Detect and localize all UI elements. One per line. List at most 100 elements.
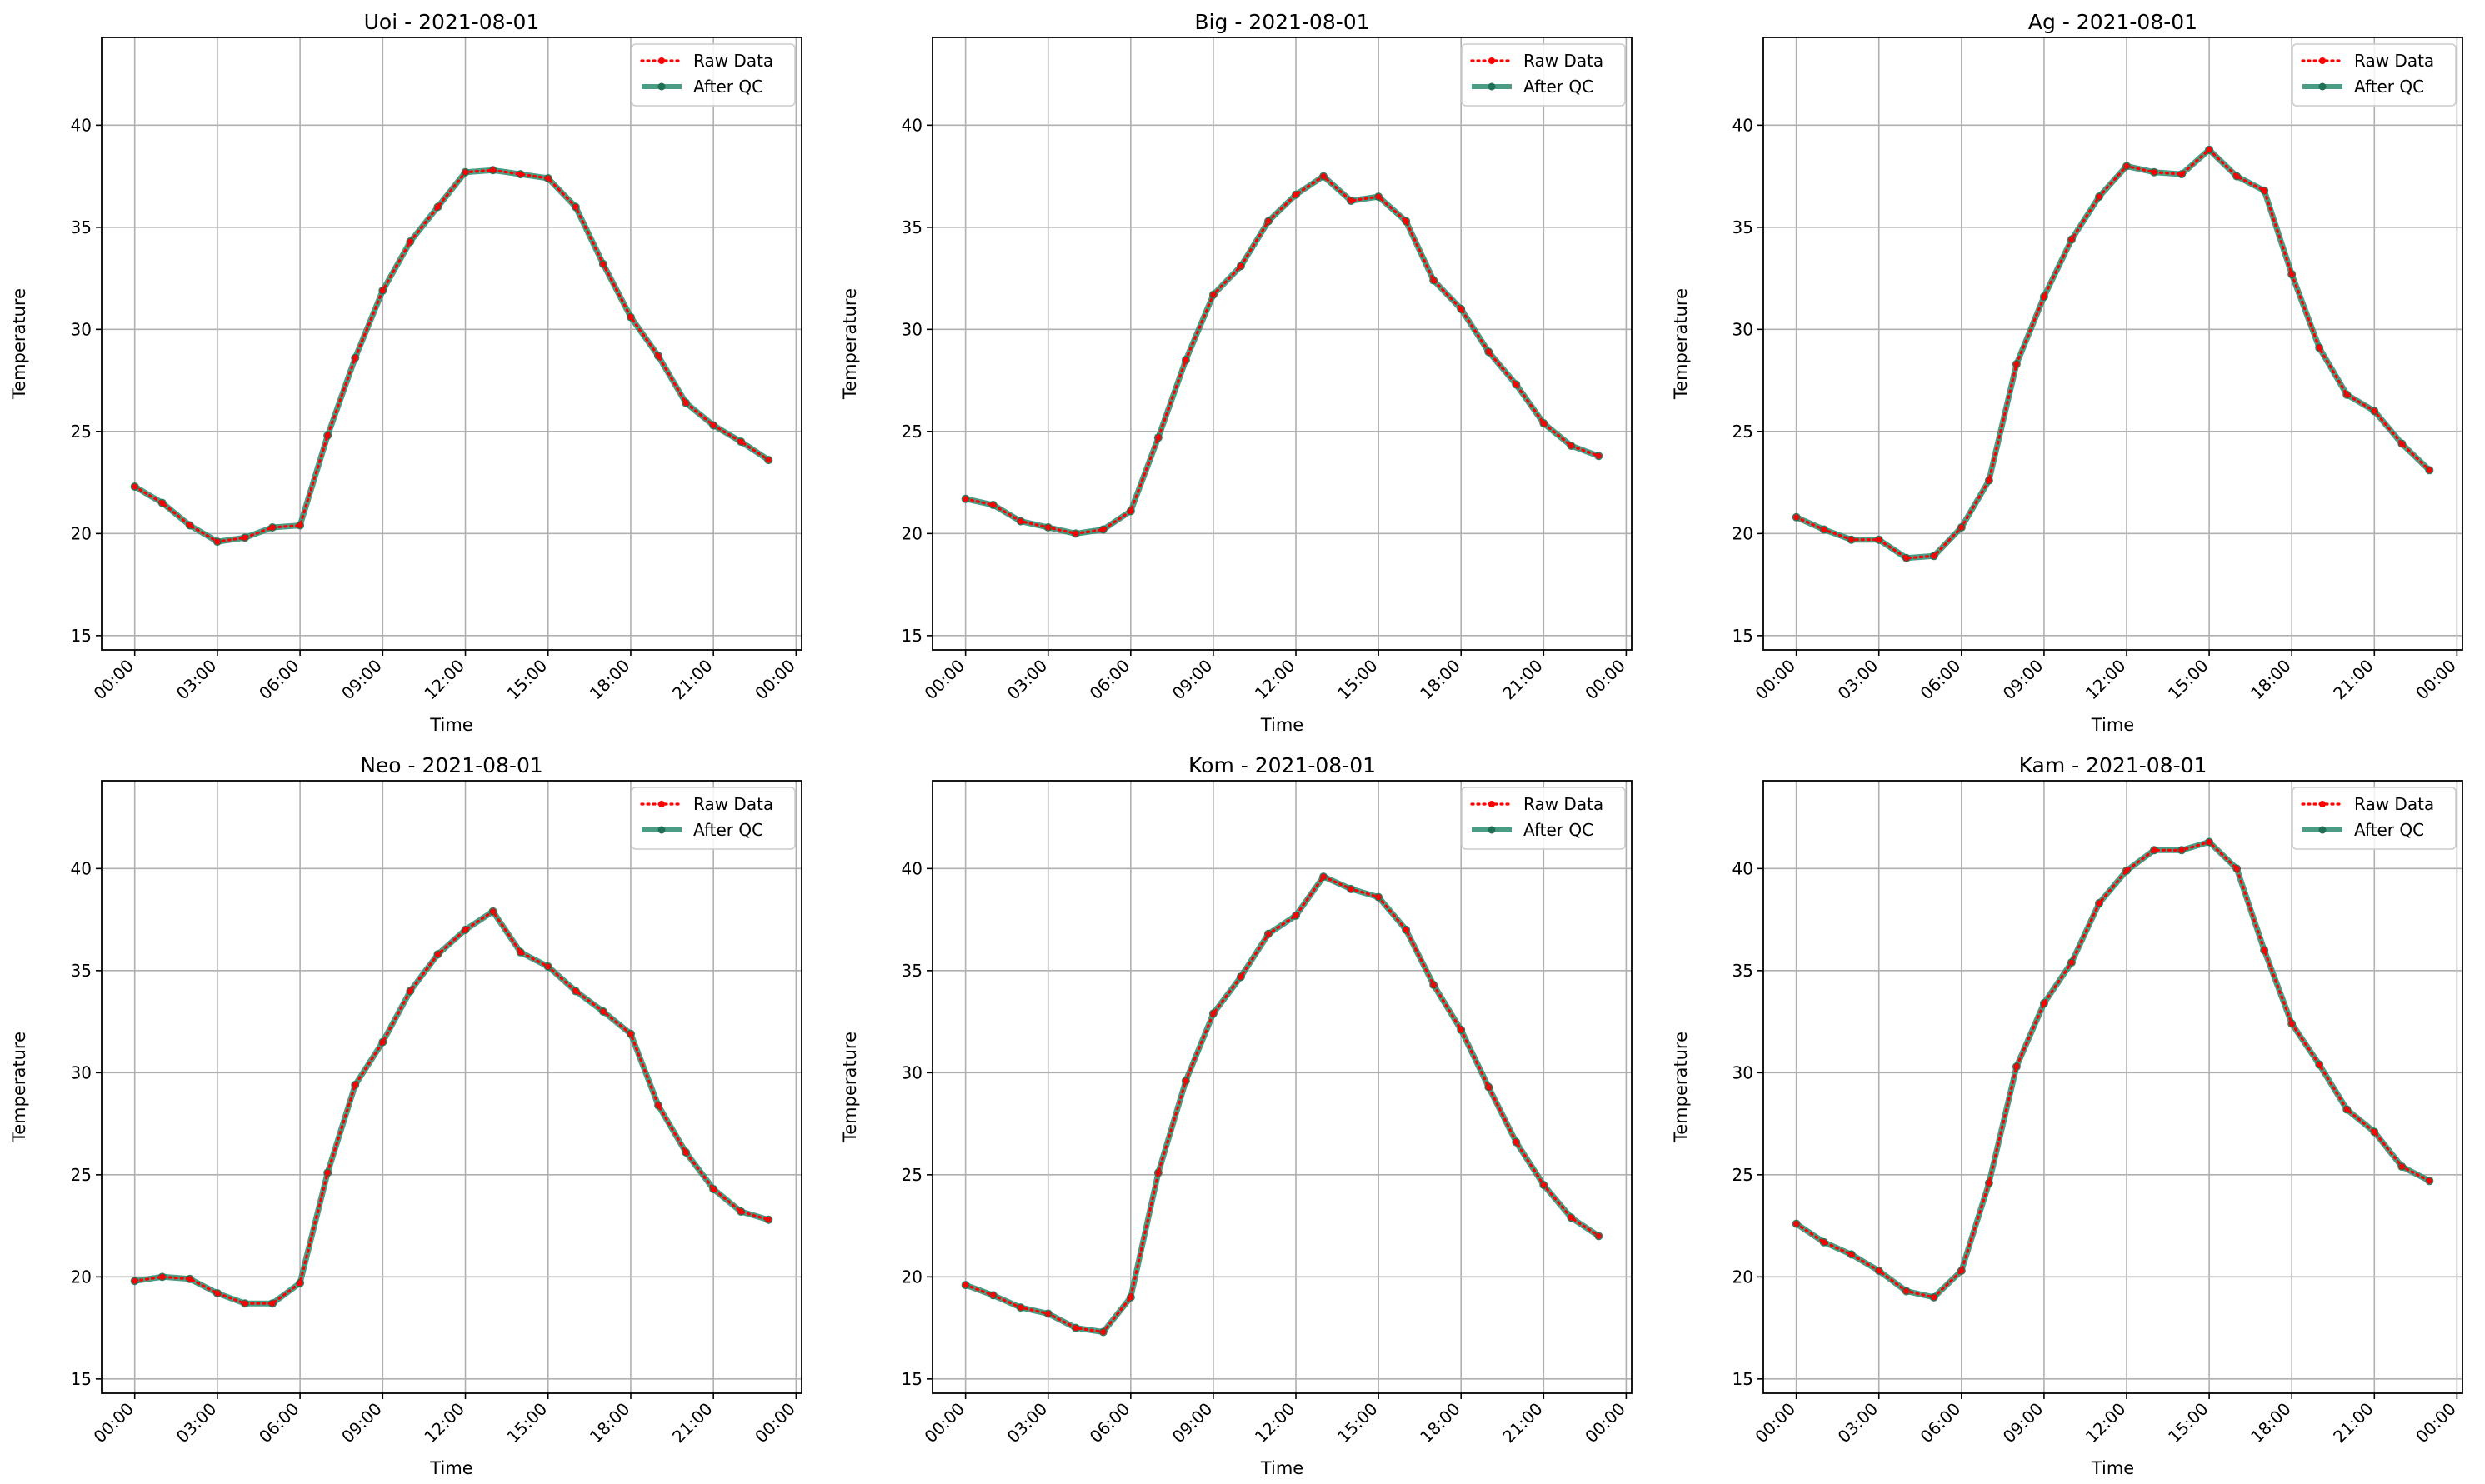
raw-data-point [1512,1139,1519,1146]
raw-data-point [1485,348,1492,355]
y-tick-label: 40 [71,115,92,135]
legend-label: After QC [1523,820,1593,840]
legend-label: After QC [693,820,763,840]
x-tick-label: 03:00 [1003,656,1052,704]
x-axis-label: Time [429,715,472,735]
raw-data-point [269,524,276,531]
series-after-qc [130,907,773,1308]
raw-data-point [1348,886,1354,892]
x-tick-label: 06:00 [1917,1399,1965,1447]
y-axis-label: Temperature [1671,1032,1691,1143]
legend: Raw Data After QC [631,43,796,107]
subplot-6: Kam - 2021-08-01 00:00 03:00 06:00 09:00 12:0… [1671,753,2463,1478]
raw-data-point [1595,1232,1602,1239]
raw-data-line [133,168,770,543]
x-tick-label: 03:00 [1834,656,1882,704]
raw-data-point [242,534,248,541]
raw-data-point [628,1031,634,1037]
raw-data-point [1821,526,1828,532]
x-tick-label: 18:00 [1416,656,1464,704]
x-tick-label: 12:00 [2082,656,2130,704]
raw-data-point [297,1280,303,1287]
after-qc-line [964,173,1600,537]
x-axis-label: Time [429,1458,472,1478]
raw-data-point [490,908,497,915]
x-tick-label: 03:00 [172,1399,221,1447]
x-tick-label: 15:00 [2164,656,2212,704]
x-tick-label: 00:00 [1751,656,1799,704]
x-tick-label: 00:00 [89,656,138,704]
raw-data-point [1292,912,1299,919]
raw-data-point [2178,171,2185,177]
y-tick-label: 25 [71,1165,92,1185]
subplot-3: Ag - 2021-08-01 00:00 03:00 06:00 09:00 12:00… [1671,10,2463,735]
x-axis-label: Time [1260,1458,1303,1478]
raw-data-point [2123,867,2130,874]
raw-data-point [1348,197,1354,204]
raw-data-point [187,1276,193,1282]
legend-after-qc-marker [658,82,666,91]
raw-data-point [1903,1288,1910,1294]
legend-label: Raw Data [2354,51,2434,71]
raw-data-line [963,875,1601,1334]
raw-data-point [2288,271,2295,277]
raw-data-point [1512,382,1519,387]
y-tick-label: 20 [1732,523,1753,543]
legend-label: Raw Data [693,51,773,71]
raw-data-point [1540,1182,1547,1188]
legend-raw-data-marker [658,57,665,64]
x-tick-label: 00:00 [751,1399,799,1447]
raw-data-point [2261,187,2268,194]
x-tick-label: 09:00 [1168,656,1217,704]
x-tick-label: 03:00 [1003,1399,1052,1447]
raw-data-point [1568,442,1574,449]
x-tick-label: 09:00 [1999,1399,2048,1447]
x-tick-label: 18:00 [2247,656,2295,704]
raw-data-point [1485,1084,1492,1090]
x-tick-label: 09:00 [338,656,386,704]
chart-title: Ag - 2021-08-01 [2028,10,2198,34]
raw-data-point [545,175,552,182]
y-tick-label: 35 [1732,961,1753,981]
chart-title: Kom - 2021-08-01 [1188,753,1376,777]
after-qc-line [132,167,771,545]
series-raw-data [962,173,1602,537]
y-tick-label: 15 [1732,1369,1753,1389]
raw-data-point [682,1149,689,1156]
subplot-5: Kom - 2021-08-01 00:00 03:00 06:00 09:00 12:0… [840,753,1632,1478]
legend: Raw Data After QC [2292,43,2457,107]
raw-data-point [1045,1310,1052,1317]
raw-data-point [765,1217,772,1223]
raw-data-point [1100,1329,1107,1335]
after-qc-line [1794,839,2432,1301]
raw-data-point [1793,1221,1800,1227]
raw-data-point [600,1008,607,1015]
x-tick-label: 12:00 [420,656,468,704]
x-tick-label: 12:00 [1251,656,1299,704]
x-tick-label: 06:00 [1086,656,1134,704]
legend-after-qc-marker [658,826,666,834]
x-tick-label: 15:00 [503,656,552,704]
y-tick-label: 30 [902,1062,922,1082]
raw-data-point [1402,927,1409,933]
raw-data-point [2151,847,2158,853]
y-axis-label: Temperature [840,1032,860,1143]
legend-after-qc-marker [1488,826,1496,834]
raw-data-point [682,400,689,407]
chart-title: Kam - 2021-08-01 [2019,753,2208,777]
raw-data-point [2316,344,2322,351]
raw-data-point [407,987,413,994]
raw-data-point [214,538,221,545]
raw-data-point [1182,1077,1189,1084]
x-tick-label: 15:00 [1333,1399,1382,1447]
raw-data-point [1876,1267,1882,1274]
raw-data-point [2068,959,2075,966]
x-tick-label: 00:00 [89,1399,138,1447]
x-tick-label: 18:00 [2247,1399,2295,1447]
raw-data-point [297,522,303,529]
raw-data-point [1568,1214,1574,1221]
plot-frame [101,37,802,651]
raw-data-point [2068,237,2075,243]
raw-data-point [1018,518,1024,525]
